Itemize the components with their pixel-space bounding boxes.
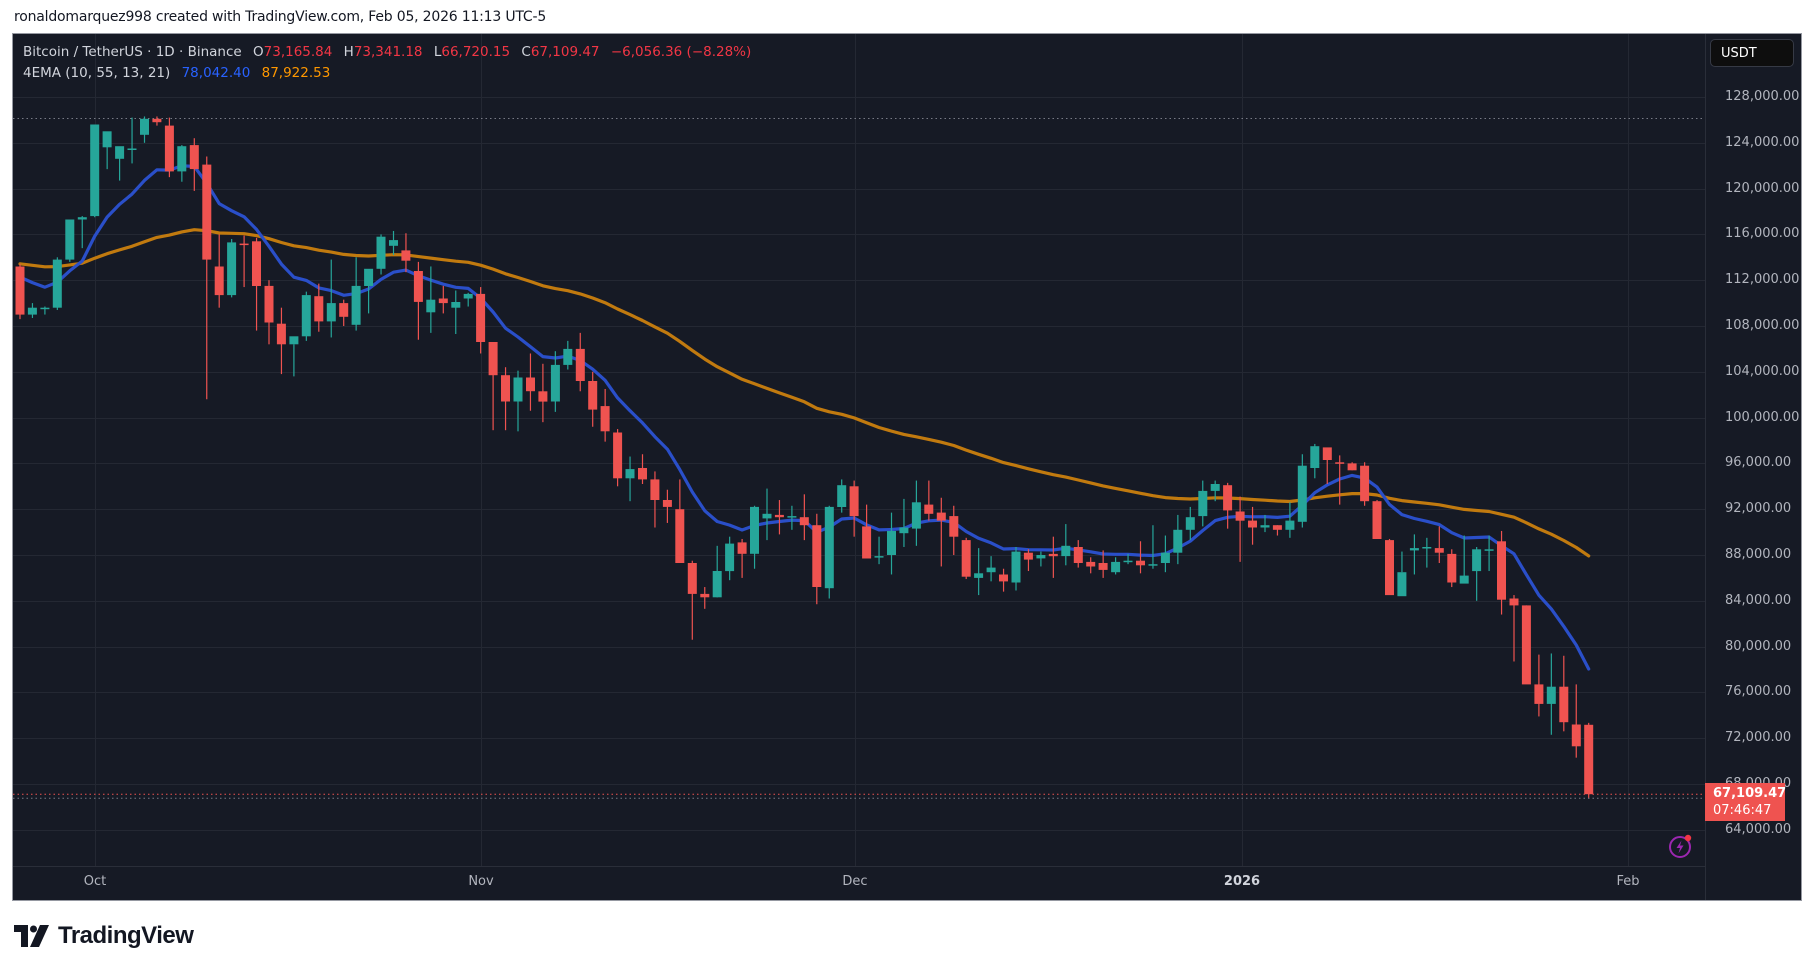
high-value: 73,341.18 bbox=[353, 44, 423, 60]
last-price-label: 67,109.47 07:46:47 bbox=[1705, 783, 1787, 821]
price-tick: 64,000.00 bbox=[1725, 821, 1792, 837]
price-tick: 92,000.00 bbox=[1725, 501, 1792, 517]
indicator-title[interactable]: 4EMA (10, 55, 13, 21) bbox=[23, 65, 171, 81]
candle-countdown: 07:46:47 bbox=[1713, 803, 1772, 818]
change-value: −6,056.36 (−8.28%) bbox=[610, 44, 752, 60]
lightning-alert-icon[interactable] bbox=[1668, 833, 1694, 859]
low-label: L bbox=[433, 44, 442, 60]
close-value: 67,109.47 bbox=[530, 44, 600, 60]
price-tick: 76,000.00 bbox=[1725, 684, 1792, 700]
chart-frame: Bitcoin / TetherUS · 1D · Binance O73,16… bbox=[12, 33, 1802, 901]
price-tick: 120,000.00 bbox=[1725, 180, 1800, 196]
price-tick: 124,000.00 bbox=[1725, 134, 1800, 150]
high-label: H bbox=[343, 44, 354, 60]
symbol-title[interactable]: Bitcoin / TetherUS · 1D · Binance bbox=[23, 44, 242, 60]
price-tick: 84,000.00 bbox=[1725, 592, 1792, 608]
time-tick: Feb bbox=[1616, 874, 1640, 889]
open-label: O bbox=[253, 44, 264, 60]
currency-button[interactable]: USDT bbox=[1710, 39, 1794, 67]
open-value: 73,165.84 bbox=[263, 44, 333, 60]
price-tick: 72,000.00 bbox=[1725, 730, 1792, 746]
time-tick: 2026 bbox=[1223, 874, 1261, 889]
chart-credit: ronaldomarquez998 created with TradingVi… bbox=[14, 9, 547, 25]
price-tick: 88,000.00 bbox=[1725, 547, 1792, 562]
indicator-legend: 4EMA (10, 55, 13, 21) 78,042.40 87,922.5… bbox=[23, 65, 330, 81]
tradingview-wordmark: TradingView bbox=[58, 922, 194, 949]
tradingview-logo-icon bbox=[14, 925, 49, 947]
time-tick: Dec bbox=[842, 874, 868, 889]
last-price-value: 67,109.47 bbox=[1713, 786, 1787, 801]
price-tick: 112,000.00 bbox=[1725, 272, 1800, 288]
price-tick: 100,000.00 bbox=[1725, 409, 1800, 425]
close-label: C bbox=[521, 44, 531, 60]
price-tick: 104,000.00 bbox=[1725, 363, 1800, 379]
ema-fast-value: 78,042.40 bbox=[181, 65, 251, 81]
time-tick: Oct bbox=[83, 874, 107, 889]
candlestick-chart[interactable] bbox=[13, 34, 1705, 866]
ema-slow-value: 87,922.53 bbox=[261, 65, 331, 81]
chart-pane[interactable] bbox=[13, 34, 1705, 866]
price-tick: 108,000.00 bbox=[1725, 318, 1800, 333]
low-value: 66,720.15 bbox=[441, 44, 511, 60]
price-axis[interactable] bbox=[1705, 34, 1802, 900]
tradingview-logo: TradingView bbox=[14, 922, 194, 950]
price-tick: 128,000.00 bbox=[1725, 89, 1800, 104]
time-axis[interactable] bbox=[13, 866, 1705, 901]
price-tick: 116,000.00 bbox=[1725, 226, 1800, 242]
price-tick: 80,000.00 bbox=[1725, 638, 1792, 654]
symbol-legend: Bitcoin / TetherUS · 1D · Binance O73,16… bbox=[23, 44, 751, 60]
price-tick: 96,000.00 bbox=[1725, 455, 1792, 471]
time-tick: Nov bbox=[468, 874, 494, 889]
